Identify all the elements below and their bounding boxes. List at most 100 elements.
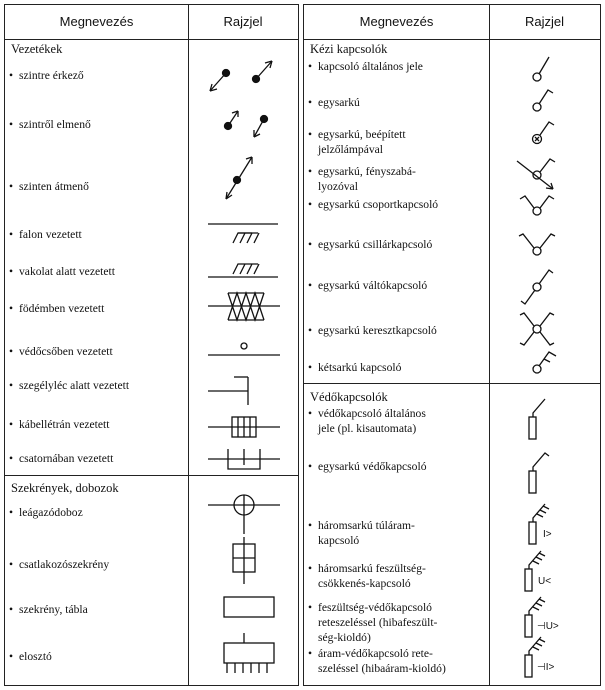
cable-ladder-wire-icon bbox=[208, 416, 280, 438]
left-table-header: Megnevezés Rajzjel bbox=[5, 5, 298, 40]
cabinet-panel-icon bbox=[223, 596, 275, 618]
left-symbols bbox=[208, 60, 280, 673]
item-label-line2: jelzőlámpával bbox=[318, 143, 384, 156]
right-symbol-table: Megnevezés Rajzjel Kézi kapcsolók • kapcs… bbox=[303, 4, 601, 686]
single-pole-switch-icon bbox=[532, 89, 554, 112]
item-label: egysarkú keresztkapcsoló bbox=[318, 324, 437, 337]
list-item: • áram-védőkapcsoló rete-szeléssel (hibaá… bbox=[308, 647, 446, 675]
right-symbols: I> U< ⊣U> ⊣I> bbox=[516, 56, 559, 678]
cross-switch-icon bbox=[519, 312, 555, 346]
item-label: szinten átmenő bbox=[19, 180, 89, 193]
right-column-divider bbox=[489, 5, 490, 685]
left-header-symbol: Rajzjel bbox=[223, 14, 263, 29]
section-title-vedokapcsolok: Védőkapcsolók bbox=[310, 390, 388, 404]
skirting-wire-icon bbox=[208, 376, 249, 405]
list-item: • falon vezetett bbox=[9, 228, 82, 241]
list-item: • háromsarkú feszültség-csökkenés-kapcsol… bbox=[308, 562, 426, 590]
list-item: • egysarkú védőkapcsoló bbox=[308, 460, 427, 473]
cable-trunking-wire-icon bbox=[208, 449, 280, 470]
item-label: védőcsőben vezetett bbox=[19, 345, 113, 358]
item-label: csatlakozószekrény bbox=[19, 558, 110, 571]
list-item: • csatornában vezetett bbox=[9, 452, 114, 465]
item-label: védőkapcsoló általános bbox=[318, 407, 426, 420]
item-label: kábellétrán vezetett bbox=[19, 418, 110, 431]
switch-with-lamp-icon bbox=[531, 121, 555, 145]
list-item: • kapcsoló általános jele bbox=[308, 60, 423, 73]
section-title-szekrenyek: Szekrények, dobozok bbox=[11, 481, 119, 495]
chandelier-switch-icon bbox=[518, 233, 556, 256]
list-item: • szintről elmenő bbox=[9, 118, 91, 131]
list-item: • feszültség-védőkapcsoló reteszeléssel (h… bbox=[308, 601, 438, 644]
list-item: • szekrény, tábla bbox=[9, 603, 88, 616]
dimmer-switch-icon bbox=[516, 158, 556, 190]
item-label: egysarkú, beépített bbox=[318, 128, 406, 141]
list-item: • egysarkú bbox=[308, 96, 360, 109]
list-item: • védőkapcsoló általános jele (pl. kisauto… bbox=[308, 407, 426, 435]
symbol-text: ⊣U> bbox=[537, 621, 559, 632]
list-item: • egysarkú, fényszabá-lyozóval bbox=[308, 165, 416, 193]
double-pole-switch-icon bbox=[532, 351, 557, 374]
list-item: • leágazódoboz bbox=[9, 506, 83, 519]
item-label: szekrény, tábla bbox=[19, 603, 88, 616]
incoming-wire-icon bbox=[209, 60, 273, 92]
item-label: kétsarkú kapcsoló bbox=[318, 361, 402, 374]
list-item: • egysarkú, beépített jelzőlámpával bbox=[308, 128, 406, 156]
switch-general-icon bbox=[532, 56, 550, 82]
symbol-text: U< bbox=[538, 576, 551, 587]
item-label: szintre érkező bbox=[19, 69, 84, 82]
junction-box-icon bbox=[208, 494, 280, 534]
item-label: elosztó bbox=[19, 650, 52, 663]
item-label: falon vezetett bbox=[19, 228, 82, 241]
group-switch-icon bbox=[519, 195, 555, 216]
left-column-divider bbox=[188, 5, 189, 685]
right-section-divider bbox=[304, 383, 600, 384]
distributor-icon bbox=[223, 633, 275, 673]
section-title-vezetekek: Vezetékek bbox=[11, 42, 63, 56]
item-label-line3: ség-kioldó) bbox=[318, 631, 371, 644]
list-item: • födémben vezetett bbox=[9, 302, 105, 315]
list-item: • egysarkú csillárkapcsoló bbox=[308, 238, 433, 251]
passing-wire-icon bbox=[225, 156, 253, 200]
symbol-text: ⊣I> bbox=[537, 662, 554, 673]
item-label: szintről elmenő bbox=[19, 118, 91, 131]
list-item: • háromsarkú túláram-kapcsoló bbox=[308, 519, 415, 547]
list-item: • csatlakozószekrény bbox=[9, 558, 110, 571]
conduit-wire-icon bbox=[208, 342, 280, 356]
item-label: leágazódoboz bbox=[19, 506, 83, 519]
item-label: egysarkú csoportkapcsoló bbox=[318, 198, 439, 211]
item-label: kapcsoló általános jele bbox=[318, 60, 423, 73]
list-item: • vakolat alatt vezetett bbox=[9, 265, 115, 278]
section-title-kezi-kapcsolok: Kézi kapcsolók bbox=[310, 42, 388, 56]
right-table-header: Megnevezés Rajzjel bbox=[304, 5, 600, 40]
outgoing-wire-icon bbox=[223, 110, 269, 138]
item-label: feszültség-védőkapcsoló bbox=[318, 601, 432, 614]
list-item: • kétsarkú kapcsoló bbox=[308, 361, 402, 374]
item-label: egysarkú, fényszabá- bbox=[318, 165, 416, 178]
item-label-line2: jele (pl. kisautomata) bbox=[318, 422, 417, 435]
service-cabinet-icon bbox=[232, 537, 256, 584]
protective-switch-icon bbox=[528, 398, 546, 440]
item-label: háromsarkú túláram- bbox=[318, 519, 415, 532]
fault-voltage-breaker-icon: ⊣U> bbox=[524, 596, 559, 638]
item-label-line2: kapcsoló bbox=[318, 534, 360, 547]
item-label: födémben vezetett bbox=[19, 302, 105, 315]
list-item: • egysarkú keresztkapcsoló bbox=[308, 324, 437, 337]
item-label: egysarkú bbox=[318, 96, 360, 109]
list-item: • szintre érkező bbox=[9, 69, 84, 82]
list-item: • egysarkú csoportkapcsoló bbox=[308, 198, 439, 211]
item-label: csatornában vezetett bbox=[19, 452, 114, 465]
item-label: egysarkú védőkapcsoló bbox=[318, 460, 427, 473]
item-label: szegélyléc alatt vezetett bbox=[19, 379, 130, 392]
in-ceiling-wire-icon bbox=[208, 290, 280, 323]
item-label: vakolat alatt vezetett bbox=[19, 265, 115, 278]
item-label-line2: szeléssel (hibaáram-kioldó) bbox=[318, 662, 446, 675]
under-plaster-wire-icon bbox=[208, 263, 278, 278]
item-label-line2: lyozóval bbox=[318, 180, 358, 193]
left-symbol-table: Megnevezés Rajzjel Vezetékek • szintre ér… bbox=[4, 4, 299, 686]
list-item: • elosztó bbox=[9, 650, 52, 663]
left-section-divider bbox=[5, 475, 298, 476]
item-label-line2: csökkenés-kapcsoló bbox=[318, 577, 411, 590]
residual-current-breaker-icon: ⊣I> bbox=[524, 636, 554, 678]
list-item: • védőcsőben vezetett bbox=[9, 345, 113, 358]
list-item: • kábellétrán vezetett bbox=[9, 418, 110, 431]
